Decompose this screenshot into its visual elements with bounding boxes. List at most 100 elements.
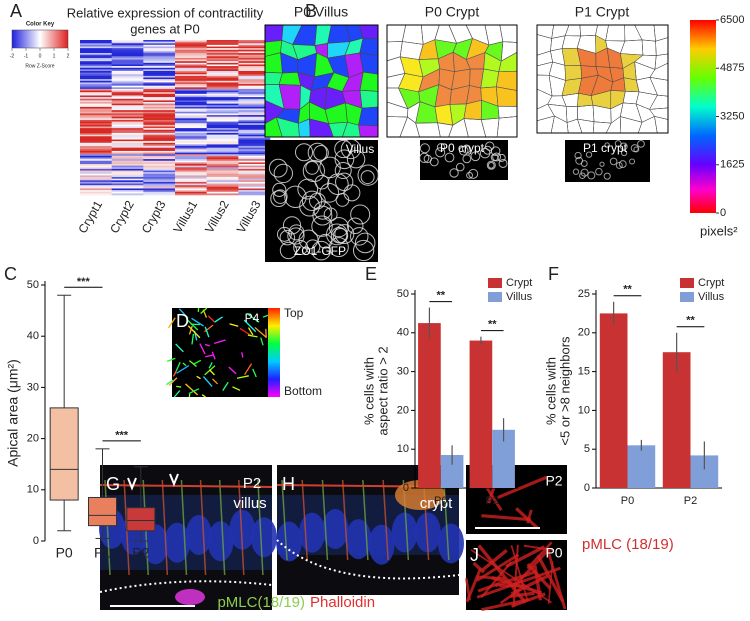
image-detail — [238, 106, 271, 109]
image-detail — [80, 129, 112, 132]
image-detail — [111, 173, 144, 176]
colorbar-unit: pixels² — [700, 223, 738, 238]
image-detail — [273, 163, 294, 184]
image-detail — [175, 168, 207, 171]
panel-label: D — [176, 311, 189, 331]
image-detail — [175, 51, 207, 54]
image-detail — [111, 77, 144, 80]
y-tick-label: 50 — [27, 279, 39, 291]
image-detail — [80, 48, 112, 51]
image-detail — [238, 152, 271, 155]
y-tick-label: 20 — [27, 433, 39, 445]
image-detail — [238, 136, 271, 139]
image-detail — [80, 175, 112, 178]
image-detail — [191, 317, 204, 327]
panel-label: J — [470, 545, 479, 565]
image-detail — [111, 61, 144, 64]
image-detail — [143, 181, 176, 184]
image-detail — [166, 357, 176, 362]
image-detail — [633, 146, 640, 153]
image-detail — [80, 102, 112, 104]
image-detail — [587, 171, 596, 180]
image-detail — [455, 162, 465, 172]
colorbar-tick: 1625 — [720, 159, 744, 171]
bar — [599, 313, 628, 488]
image-detail — [143, 98, 176, 101]
image-detail — [206, 64, 239, 67]
image-detail — [143, 44, 176, 47]
region-label: villus — [233, 495, 266, 512]
image-detail — [143, 84, 176, 86]
image-detail — [143, 147, 176, 150]
image-detail — [214, 316, 223, 323]
image-detail — [111, 193, 144, 196]
image-detail — [143, 93, 176, 96]
image-detail — [111, 144, 144, 147]
image-detail — [175, 43, 207, 46]
image-detail — [238, 46, 271, 49]
panel-label: C — [4, 264, 17, 284]
image-detail — [547, 561, 554, 604]
image-detail — [175, 129, 207, 132]
image-detail — [143, 141, 176, 144]
image-label: Villus — [346, 142, 374, 156]
image-detail — [143, 115, 176, 117]
image-detail — [175, 134, 207, 137]
image-detail — [228, 366, 237, 375]
image-detail — [111, 180, 144, 183]
panel-label: B — [305, 1, 317, 21]
color-key-bar — [11, 29, 69, 49]
image-detail — [80, 61, 112, 64]
image-detail — [238, 43, 271, 46]
image-detail — [206, 57, 239, 60]
image-detail — [206, 46, 239, 49]
image-detail — [206, 77, 239, 80]
image-detail — [111, 167, 144, 170]
image-detail — [238, 69, 271, 72]
image-detail — [143, 116, 176, 119]
image-detail — [143, 186, 176, 189]
image-detail — [238, 186, 271, 189]
image-detail — [80, 97, 112, 100]
box — [88, 496, 117, 527]
image-detail — [111, 185, 144, 188]
image-detail — [175, 105, 207, 108]
y-tick-label: 0 — [403, 482, 409, 494]
image-detail — [206, 51, 239, 54]
image-detail — [143, 111, 176, 114]
image-detail — [238, 119, 271, 122]
image-detail — [111, 80, 144, 83]
image-detail — [206, 133, 239, 135]
image-detail — [490, 153, 499, 162]
y-tick-label: 0 — [33, 535, 39, 547]
image-detail — [206, 191, 239, 194]
y-tick-label: 25 — [578, 288, 590, 300]
y-axis-title: % cells with — [543, 357, 558, 425]
image-detail — [180, 479, 188, 576]
image-detail — [143, 88, 176, 91]
image-detail — [143, 188, 176, 191]
image-detail — [317, 233, 333, 249]
image-detail — [603, 172, 611, 180]
image-detail — [238, 193, 271, 196]
image-detail — [80, 157, 112, 160]
image-detail — [143, 54, 176, 57]
stain-label: pMLC (18/19) — [582, 536, 674, 553]
image-detail — [111, 155, 144, 158]
image-detail — [238, 51, 271, 54]
image-detail — [391, 512, 418, 553]
image-detail — [238, 137, 271, 140]
image-detail — [206, 116, 239, 119]
image-detail — [143, 118, 176, 121]
image-detail — [175, 190, 207, 193]
image-detail — [238, 82, 271, 85]
image-detail — [185, 383, 199, 396]
image-detail — [470, 151, 481, 162]
image-detail — [175, 40, 207, 42]
color-key-tick: -1 — [24, 53, 29, 59]
image-detail — [206, 119, 239, 122]
image-detail — [143, 126, 176, 129]
image-detail — [80, 183, 112, 186]
image-detail — [229, 509, 256, 550]
y-tick-label: 40 — [27, 330, 39, 342]
